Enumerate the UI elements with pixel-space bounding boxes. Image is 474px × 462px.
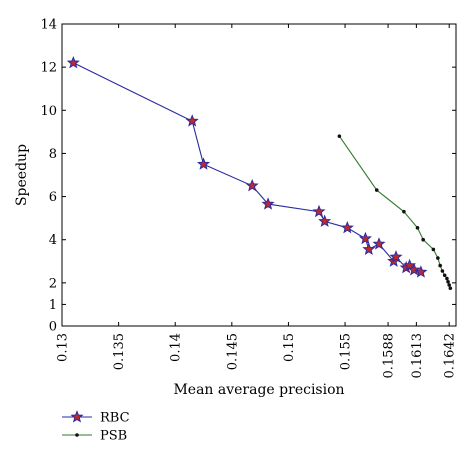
y-tick-label: 0 bbox=[49, 320, 57, 335]
x-tick-label: 0.14 bbox=[169, 333, 184, 362]
data-point-rbc bbox=[414, 265, 428, 278]
data-point-rbc bbox=[66, 55, 80, 69]
data-point-psb bbox=[438, 263, 442, 268]
x-tick-label: 0.135 bbox=[112, 333, 127, 370]
data-point-rbc bbox=[245, 178, 259, 192]
data-point-psb bbox=[442, 273, 447, 278]
legend-item-rbc: RBC bbox=[62, 410, 130, 426]
data-point-psb bbox=[402, 209, 406, 214]
data-point-rbc bbox=[362, 242, 376, 255]
y-tick-label: 1 bbox=[49, 298, 57, 313]
x-tick-label: 0.1588 bbox=[382, 333, 397, 379]
data-point-psb bbox=[448, 286, 453, 291]
data-point-rbc bbox=[358, 231, 372, 245]
y-tick-label: 14 bbox=[40, 18, 57, 33]
data-point-rbc bbox=[185, 114, 199, 127]
series-psb bbox=[337, 134, 453, 291]
data-point-rbc bbox=[407, 263, 421, 276]
x-tick-label: 0.1613 bbox=[410, 333, 425, 379]
y-tick-label: 4 bbox=[49, 233, 57, 248]
x-axis-label: Mean average precision bbox=[173, 382, 344, 398]
data-point-psb bbox=[446, 279, 450, 284]
data-point-rbc bbox=[340, 220, 354, 234]
y-tick-label: 6 bbox=[49, 190, 57, 205]
series-rbc bbox=[66, 55, 428, 278]
y-tick-label: 12 bbox=[40, 61, 57, 76]
data-point-psb bbox=[436, 256, 440, 260]
data-point-psb bbox=[431, 247, 436, 252]
data-point-rbc bbox=[197, 157, 211, 170]
data-point-rbc bbox=[312, 204, 326, 218]
data-point-rbc bbox=[389, 250, 403, 263]
data-point-psb bbox=[445, 276, 449, 281]
y-tick-label: 2 bbox=[49, 276, 57, 291]
x-tick-label: 0.1642 bbox=[443, 333, 458, 379]
x-tick-label: 0.155 bbox=[339, 333, 354, 370]
legend-label-psb: PSB bbox=[100, 429, 127, 444]
legend-label-rbc: RBC bbox=[100, 411, 130, 426]
series-line-rbc bbox=[73, 62, 422, 273]
data-point-rbc bbox=[261, 197, 275, 210]
y-tick-label: 10 bbox=[40, 104, 57, 119]
data-point-rbc bbox=[372, 237, 386, 250]
x-tick-label: 0.13 bbox=[56, 333, 71, 362]
data-point-psb bbox=[447, 283, 452, 287]
plot-frame bbox=[61, 23, 457, 327]
data-point-psb bbox=[440, 269, 445, 273]
legend-item-psb: PSB bbox=[62, 429, 127, 444]
y-axis-label: Speedup bbox=[14, 144, 30, 206]
series-line-psb bbox=[338, 135, 451, 289]
legend-marker-rbc bbox=[70, 410, 84, 423]
data-point-psb bbox=[415, 226, 420, 230]
legend-marker-psb bbox=[75, 433, 79, 437]
data-point-psb bbox=[374, 188, 379, 192]
data-point-psb bbox=[421, 237, 425, 242]
data-point-rbc bbox=[318, 214, 332, 227]
legend: RBC PSB bbox=[62, 410, 130, 444]
x-tick-label: 0.15 bbox=[282, 333, 297, 362]
data-point-psb bbox=[337, 134, 342, 138]
x-tick-label: 0.145 bbox=[225, 333, 240, 370]
y-tick-label: 8 bbox=[49, 147, 57, 162]
series-layer bbox=[66, 55, 453, 291]
